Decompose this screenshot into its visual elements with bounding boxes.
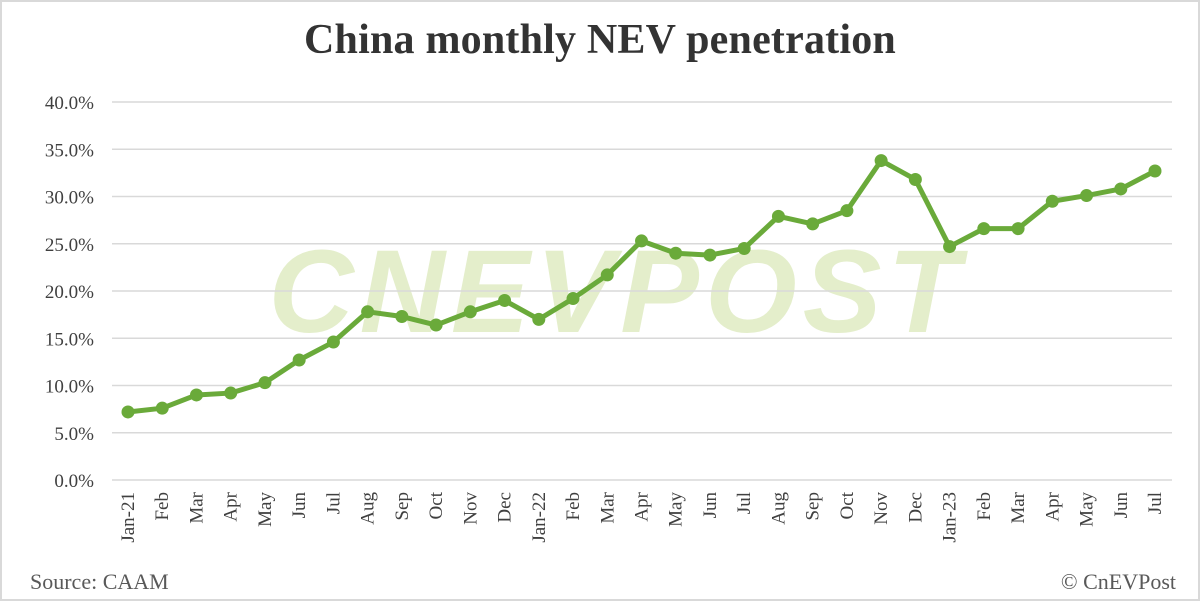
- y-tick-label: 0.0%: [54, 471, 94, 492]
- x-tick-label: Nov: [460, 492, 481, 525]
- data-point-marker: [1011, 222, 1025, 236]
- data-point-marker: [395, 310, 409, 324]
- data-point-marker: [840, 204, 854, 218]
- x-tick-label: Dec: [495, 492, 516, 523]
- x-tick-label: Apr: [1042, 491, 1063, 521]
- data-point-marker: [189, 388, 203, 402]
- y-tick-label: 30.0%: [45, 188, 94, 209]
- data-point-marker: [1148, 164, 1162, 178]
- x-tick-label: Apr: [221, 491, 242, 521]
- data-point-marker: [121, 405, 135, 419]
- data-point-marker: [771, 209, 785, 223]
- data-point-marker: [224, 386, 238, 400]
- data-point-marker: [498, 293, 512, 307]
- watermark: CNEVPOST: [268, 226, 968, 358]
- x-tick-label: Sep: [803, 492, 824, 521]
- data-point-marker: [908, 172, 922, 186]
- x-tick-label: May: [255, 492, 276, 527]
- x-tick-label: Mar: [1008, 491, 1029, 523]
- gridlines: [112, 101, 1172, 481]
- x-axis-labels: Jan-21 Feb Mar Apr May Jun Jul Aug Sep Oct Nov Dec J…: [118, 491, 1166, 542]
- x-tick-label: Jan-23: [940, 492, 961, 543]
- x-tick-label: Oct: [426, 491, 447, 519]
- data-point-marker: [600, 268, 614, 282]
- data-point-marker: [463, 305, 477, 319]
- data-point-marker: [326, 335, 340, 349]
- data-point-marker: [429, 318, 443, 332]
- data-point-marker: [292, 353, 306, 367]
- data-series: [121, 154, 1162, 419]
- x-tick-label: Jun: [289, 492, 310, 519]
- x-tick-label: Aug: [768, 492, 789, 525]
- source-note: Source: CAAM: [30, 569, 169, 594]
- data-point-marker: [1114, 182, 1128, 196]
- x-tick-label: Feb: [152, 492, 173, 521]
- x-tick-label: May: [666, 492, 687, 527]
- copyright-note: © CnEVPost: [1060, 569, 1176, 594]
- y-axis-labels: 0.0% 5.0% 10.0% 15.0% 20.0% 25.0% 30.0% 35.0% 40…: [45, 93, 94, 492]
- x-tick-label: Jan-22: [529, 492, 550, 543]
- data-point-marker: [703, 248, 717, 262]
- x-tick-label: Feb: [974, 492, 995, 521]
- data-point-marker: [532, 312, 546, 326]
- chart-title: China monthly NEV penetration: [304, 17, 896, 63]
- data-point-marker: [737, 241, 751, 255]
- watermark-text: CNEVPOST: [268, 226, 968, 358]
- x-tick-label: Jul: [734, 492, 755, 514]
- x-tick-label: Dec: [905, 492, 926, 523]
- data-point-marker: [874, 154, 888, 168]
- x-tick-label: May: [1077, 492, 1098, 527]
- data-point-marker: [977, 222, 991, 236]
- x-tick-label: Mar: [597, 491, 618, 523]
- x-tick-label: Oct: [837, 491, 858, 519]
- y-tick-label: 40.0%: [45, 93, 94, 114]
- data-point-marker: [635, 234, 648, 248]
- x-tick-label: Jul: [1145, 492, 1166, 514]
- data-point-marker: [806, 217, 820, 231]
- x-tick-label: Mar: [186, 491, 207, 523]
- data-point-marker: [155, 401, 169, 415]
- x-tick-label: Jun: [1111, 492, 1132, 519]
- y-tick-label: 5.0%: [54, 424, 94, 445]
- x-tick-label: Aug: [358, 492, 379, 525]
- x-tick-label: Jul: [323, 492, 344, 514]
- x-tick-label: Jan-21: [118, 492, 139, 543]
- x-tick-label: Sep: [392, 492, 413, 521]
- x-tick-label: Apr: [632, 491, 653, 521]
- y-tick-label: 10.0%: [45, 377, 94, 398]
- x-tick-label: Feb: [563, 492, 584, 521]
- y-tick-label: 35.0%: [45, 140, 94, 161]
- x-tick-label: Jun: [700, 492, 721, 519]
- data-point-marker: [1045, 194, 1059, 208]
- data-point-marker: [1080, 189, 1094, 203]
- data-point-marker: [669, 246, 683, 260]
- y-tick-label: 15.0%: [45, 329, 94, 350]
- y-tick-label: 25.0%: [45, 235, 94, 256]
- data-point-marker: [361, 305, 375, 319]
- data-point-marker: [566, 292, 580, 306]
- x-tick-label: Nov: [871, 492, 892, 525]
- data-point-marker: [943, 240, 957, 254]
- y-tick-label: 20.0%: [45, 282, 94, 303]
- data-point-marker: [258, 376, 272, 390]
